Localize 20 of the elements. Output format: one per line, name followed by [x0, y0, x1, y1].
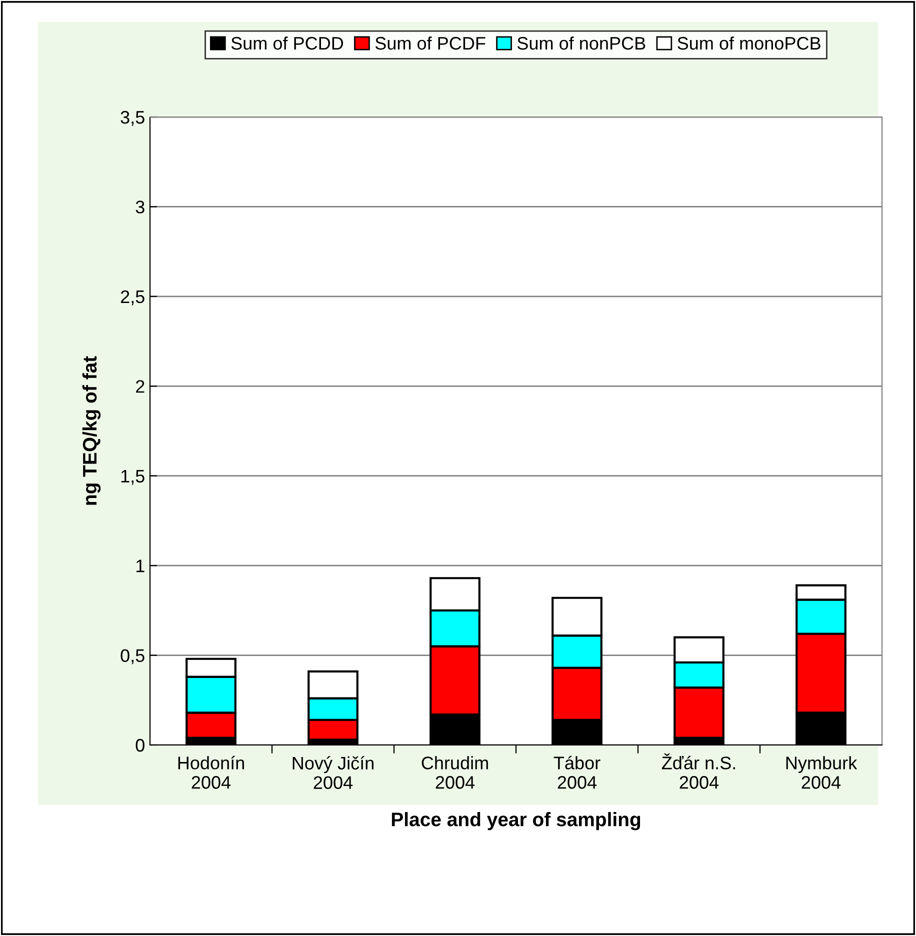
x-tick-label: Nymburk 2004	[786, 756, 858, 789]
x-tick-label: Žďár n.S. 2004	[662, 753, 736, 789]
legend-label: Sum of monoPCB	[678, 36, 820, 50]
x-tick-label: Nový Jičín 2004	[292, 756, 374, 790]
y-tick-label: 3	[136, 200, 144, 214]
y-tick-label: 0	[136, 738, 144, 752]
x-tick-label: Hodonín 2004	[178, 756, 244, 789]
legend-label: Sum of PCDF	[375, 36, 486, 50]
y-tick-label: 2,5	[120, 290, 144, 306]
legend-label: Sum of PCDD	[231, 36, 344, 50]
x-tick-label: Chrudim 2004	[422, 756, 488, 789]
legend-label: Sum of nonPCB	[517, 36, 646, 50]
y-tick-label: 1,5	[121, 470, 144, 485]
x-axis-title: Place and year of sampling	[392, 812, 640, 830]
y-tick-label: 2	[136, 380, 144, 393]
y-tick-label: 0,5	[120, 649, 144, 664]
x-tick-label: Tábor 2004	[554, 756, 600, 789]
y-tick-label: 3,5	[120, 110, 144, 126]
y-tick-label: 1	[136, 560, 144, 572]
y-axis-title: ng TEQ/kg of fat	[82, 356, 101, 505]
